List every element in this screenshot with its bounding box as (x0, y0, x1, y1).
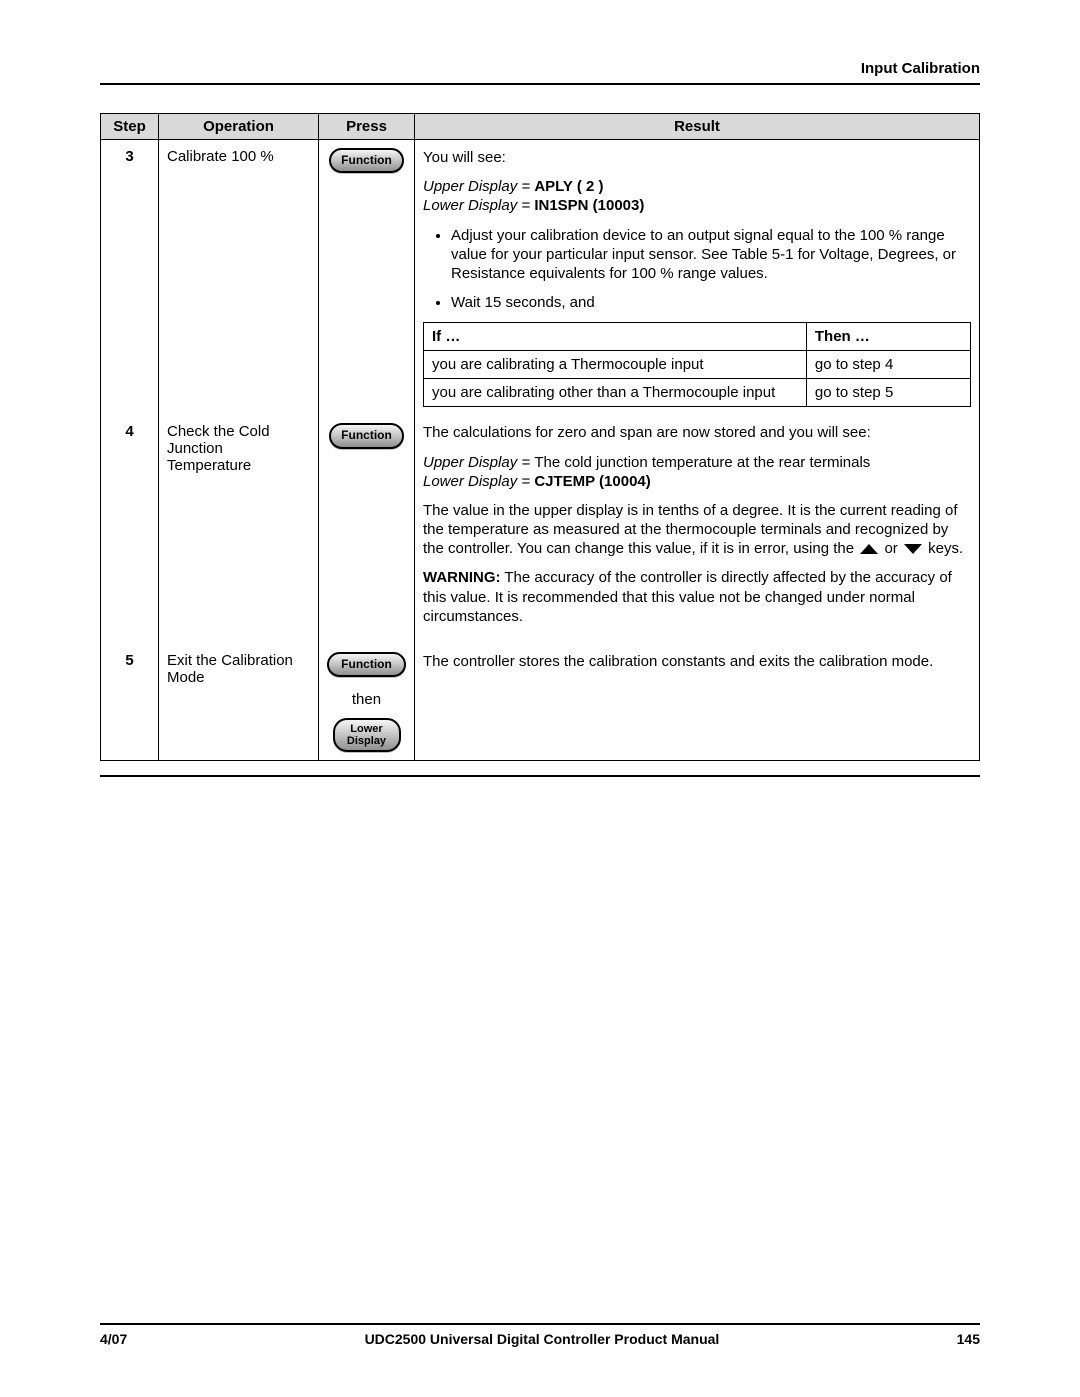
table-row: 3 Calibrate 100 % Function You will see:… (101, 140, 980, 416)
warning-para: WARNING: The accuracy of the controller … (423, 568, 971, 626)
function-button[interactable]: Function (327, 652, 406, 677)
table-header-row: Step Operation Press Result (101, 114, 980, 140)
col-header-operation: Operation (159, 114, 319, 140)
result-bullets: Adjust your calibration device to an out… (423, 226, 971, 313)
press-cell: Function then LowerDisplay (319, 644, 415, 761)
table-row: 4 Check the Cold Junction Temperature Fu… (101, 415, 980, 644)
upper-display-label: Upper Display = (423, 454, 534, 471)
down-arrow-icon (904, 544, 922, 554)
inner-if: you are calibrating a Thermocouple input (424, 351, 807, 379)
press-cell: Function (319, 415, 415, 644)
bullet-item: Adjust your calibration device to an out… (451, 226, 971, 284)
step-number: 4 (101, 415, 159, 644)
change-value-para: The value in the upper display is in ten… (423, 501, 971, 559)
end-rule (100, 775, 980, 777)
inner-if: you are calibrating other than a Thermoc… (424, 379, 807, 407)
inner-row: you are calibrating other than a Thermoc… (424, 379, 971, 407)
footer-title: UDC2500 Universal Digital Controller Pro… (127, 1331, 956, 1347)
press-then-text: then (327, 691, 406, 708)
if-then-table: If … Then … you are calibrating a Thermo… (423, 322, 971, 407)
press-cell: Function (319, 140, 415, 416)
lower-display-value: CJTEMP (10004) (534, 473, 650, 490)
result-cell: You will see: Upper Display = APLY ( 2 )… (415, 140, 980, 416)
lower-display-label: Lower Display = (423, 473, 534, 490)
function-button[interactable]: Function (329, 148, 404, 173)
function-button[interactable]: Function (329, 423, 404, 448)
upper-display-value: APLY ( 2 ) (534, 178, 603, 195)
steps-table: Step Operation Press Result 3 Calibrate … (100, 113, 980, 761)
lower-display-value: IN1SPN (10003) (534, 197, 644, 214)
col-header-step: Step (101, 114, 159, 140)
bullet-item: Wait 15 seconds, and (451, 293, 971, 312)
result-intro: You will see: (423, 148, 971, 167)
inner-row: you are calibrating a Thermocouple input… (424, 351, 971, 379)
para-text: keys. (928, 540, 963, 557)
lower-display-label: Lower Display = (423, 197, 534, 214)
result-intro: The calculations for zero and span are n… (423, 423, 971, 442)
display-values: Upper Display = APLY ( 2 ) Lower Display… (423, 177, 971, 215)
table-row: 5 Exit the Calibration Mode Function the… (101, 644, 980, 761)
operation-text: Check the Cold Junction Temperature (159, 415, 319, 644)
step-number: 5 (101, 644, 159, 761)
upper-display-text: The cold junction temperature at the rea… (534, 454, 870, 471)
col-header-press: Press (319, 114, 415, 140)
manual-page: Input Calibration Step Operation Press R… (0, 0, 1080, 1397)
warning-text: The accuracy of the controller is direct… (423, 569, 952, 624)
page-header-title: Input Calibration (100, 60, 980, 85)
display-values: Upper Display = The cold junction temper… (423, 453, 971, 491)
inner-header-row: If … Then … (424, 323, 971, 351)
upper-display-label: Upper Display = (423, 178, 534, 195)
page-footer: 4/07 UDC2500 Universal Digital Controlle… (100, 1323, 980, 1347)
result-cell: The controller stores the calibration co… (415, 644, 980, 761)
inner-col-then: Then … (806, 323, 970, 351)
col-header-result: Result (415, 114, 980, 140)
step-number: 3 (101, 140, 159, 416)
or-text: or (884, 540, 897, 557)
warning-label: WARNING: (423, 569, 501, 586)
footer-date: 4/07 (100, 1331, 127, 1347)
result-para: The controller stores the calibration co… (423, 652, 971, 671)
footer-page: 145 (957, 1331, 980, 1347)
up-arrow-icon (860, 544, 878, 554)
inner-then: go to step 4 (806, 351, 970, 379)
lower-display-button[interactable]: LowerDisplay (333, 718, 401, 752)
operation-text: Exit the Calibration Mode (159, 644, 319, 761)
operation-text: Calibrate 100 % (159, 140, 319, 416)
result-cell: The calculations for zero and span are n… (415, 415, 980, 644)
inner-then: go to step 5 (806, 379, 970, 407)
inner-col-if: If … (424, 323, 807, 351)
